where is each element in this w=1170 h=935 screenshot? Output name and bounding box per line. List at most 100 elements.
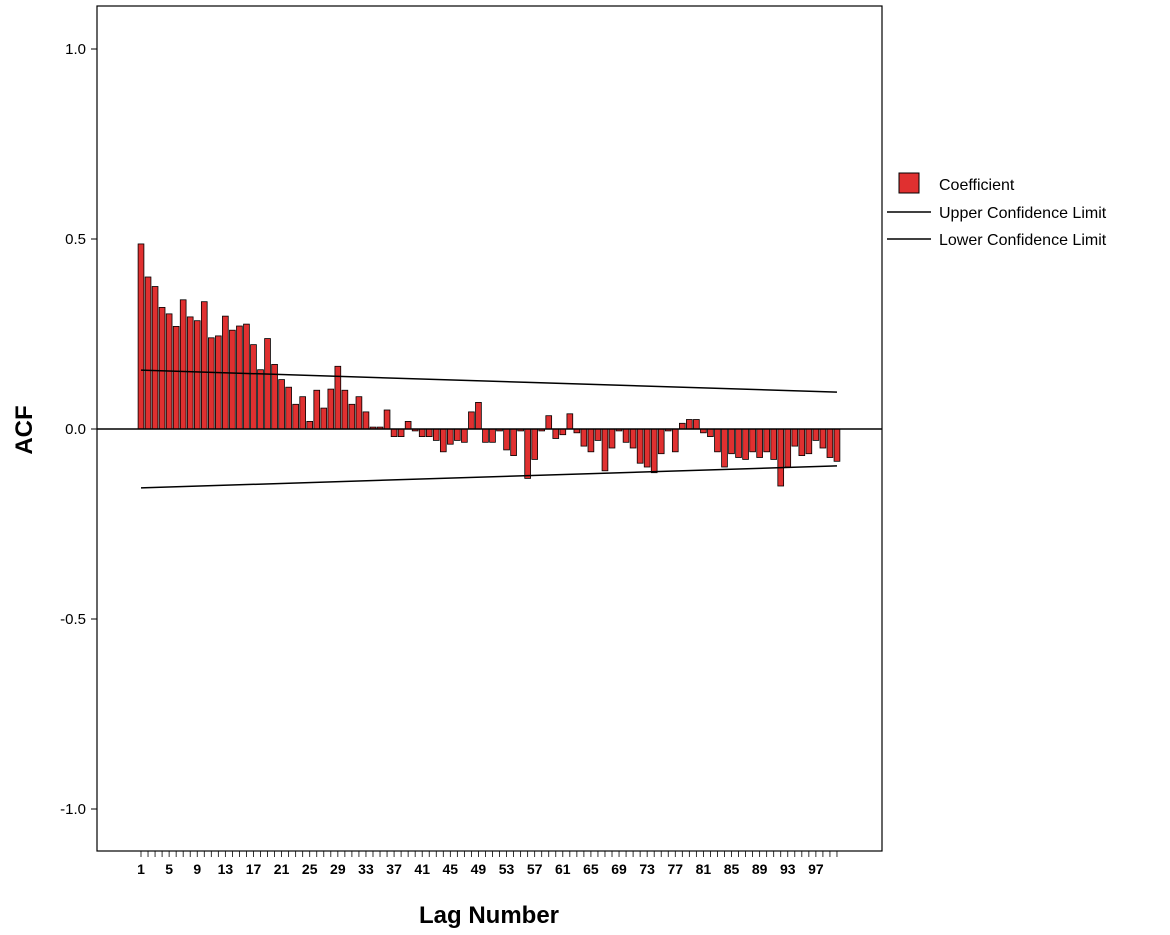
acf-bar: [172, 325, 180, 430]
acf-bar: [728, 428, 735, 455]
acf-bar: [193, 320, 201, 430]
acf-bar: [299, 396, 306, 430]
y-tick-label: -1.0: [60, 801, 86, 818]
acf-bar: [510, 428, 517, 457]
y-tick-label: 0.0: [65, 421, 86, 438]
acf-bar: [629, 428, 637, 449]
acf-bar: [264, 338, 271, 430]
acf-bar: [243, 323, 250, 430]
acf-bar: [348, 403, 356, 430]
y-axis-title: ACF: [11, 405, 38, 454]
acf-bar: [355, 396, 363, 430]
x-tick-label: 41: [414, 861, 430, 877]
x-tick-label: 33: [358, 861, 374, 877]
acf-bar: [812, 428, 820, 441]
acf-bar: [461, 428, 468, 443]
acf-bar: [418, 428, 426, 437]
x-tick-label: 49: [471, 861, 487, 877]
acf-bar: [200, 301, 208, 430]
y-tick-label: 0.5: [65, 231, 86, 248]
x-tick-label: 61: [555, 861, 571, 877]
acf-bar: [636, 428, 644, 464]
x-tick-label: 45: [443, 861, 459, 877]
x-tick-label: 37: [386, 861, 402, 877]
acf-bar: [292, 403, 299, 430]
x-tick-label: 29: [330, 861, 346, 877]
acf-bar: [341, 389, 349, 430]
acf-bar: [643, 428, 651, 468]
acf-bar: [503, 428, 510, 451]
acf-bar: [524, 428, 531, 479]
acf-bar: [601, 428, 609, 472]
x-tick-label: 65: [583, 861, 599, 877]
x-tick-label: 9: [193, 861, 201, 877]
acf-bar: [735, 428, 742, 458]
acf-bar: [791, 428, 799, 447]
acf-bar: [468, 411, 475, 430]
acf-bar: [707, 428, 714, 437]
acf-bar: [257, 369, 264, 430]
x-tick-label: 53: [499, 861, 515, 877]
x-tick-label: 21: [274, 861, 290, 877]
acf-bar: [186, 316, 194, 430]
acf-bar: [447, 428, 454, 445]
acf-bar: [693, 419, 700, 430]
x-axis-title: Lag Number: [419, 902, 559, 929]
lower-confidence-line: [140, 465, 837, 489]
x-tick-label: 77: [667, 861, 683, 877]
acf-bar: [306, 420, 314, 430]
acf-bar: [826, 428, 834, 458]
acf-bar: [327, 388, 335, 430]
acf-bar: [587, 428, 595, 453]
acf-bar: [362, 411, 370, 430]
acf-bar: [320, 407, 328, 430]
acf-bar: [714, 428, 721, 453]
acf-bar: [749, 428, 756, 453]
acf-bar: [608, 428, 616, 449]
acf-bar: [383, 409, 391, 430]
acf-bar: [397, 428, 405, 437]
acf-bar: [454, 428, 461, 441]
acf-bar: [770, 428, 777, 460]
acf-bar: [552, 428, 560, 439]
y-tick-label: -0.5: [60, 611, 86, 628]
legend-coefficient-swatch: [898, 172, 920, 194]
acf-bar: [482, 428, 489, 443]
x-tick-label: 93: [780, 861, 796, 877]
acf-bar: [404, 420, 412, 430]
acf-bar: [179, 299, 187, 430]
legend-upper-label: Upper Confidence Limit: [939, 205, 1107, 222]
acf-bar: [657, 428, 665, 455]
acf-bar: [798, 428, 806, 457]
x-tick-label: 17: [246, 861, 262, 877]
x-tick-label: 1: [137, 861, 145, 877]
acf-bar: [439, 428, 447, 453]
x-tick-label: 73: [639, 861, 655, 877]
acf-bar: [531, 428, 538, 460]
x-tick-label: 57: [527, 861, 543, 877]
acf-bar: [763, 428, 770, 453]
acf-bar: [650, 428, 658, 474]
acf-bar: [250, 344, 257, 430]
acf-bar: [742, 428, 749, 460]
acf-bar: [229, 329, 236, 430]
x-tick-label: 81: [696, 861, 712, 877]
x-tick-label: 89: [752, 861, 768, 877]
acf-bar: [819, 428, 827, 449]
acf-bar: [137, 243, 145, 430]
acf-bar: [594, 428, 602, 441]
acf-bar: [215, 335, 222, 430]
acf-bar: [278, 379, 285, 430]
acf-bar: [721, 428, 728, 468]
acf-bar: [313, 389, 321, 430]
x-tick-label: 97: [808, 861, 824, 877]
acf-bar: [545, 415, 553, 430]
legend-lower-label: Lower Confidence Limit: [939, 232, 1107, 249]
upper-confidence-line: [140, 369, 837, 393]
acf-bar: [432, 428, 440, 441]
legend: Coefficient Upper Confidence Limit Lower…: [887, 172, 1107, 249]
acf-bar: [158, 306, 166, 430]
acf-bar: [784, 428, 792, 468]
acf-bar: [671, 428, 679, 453]
